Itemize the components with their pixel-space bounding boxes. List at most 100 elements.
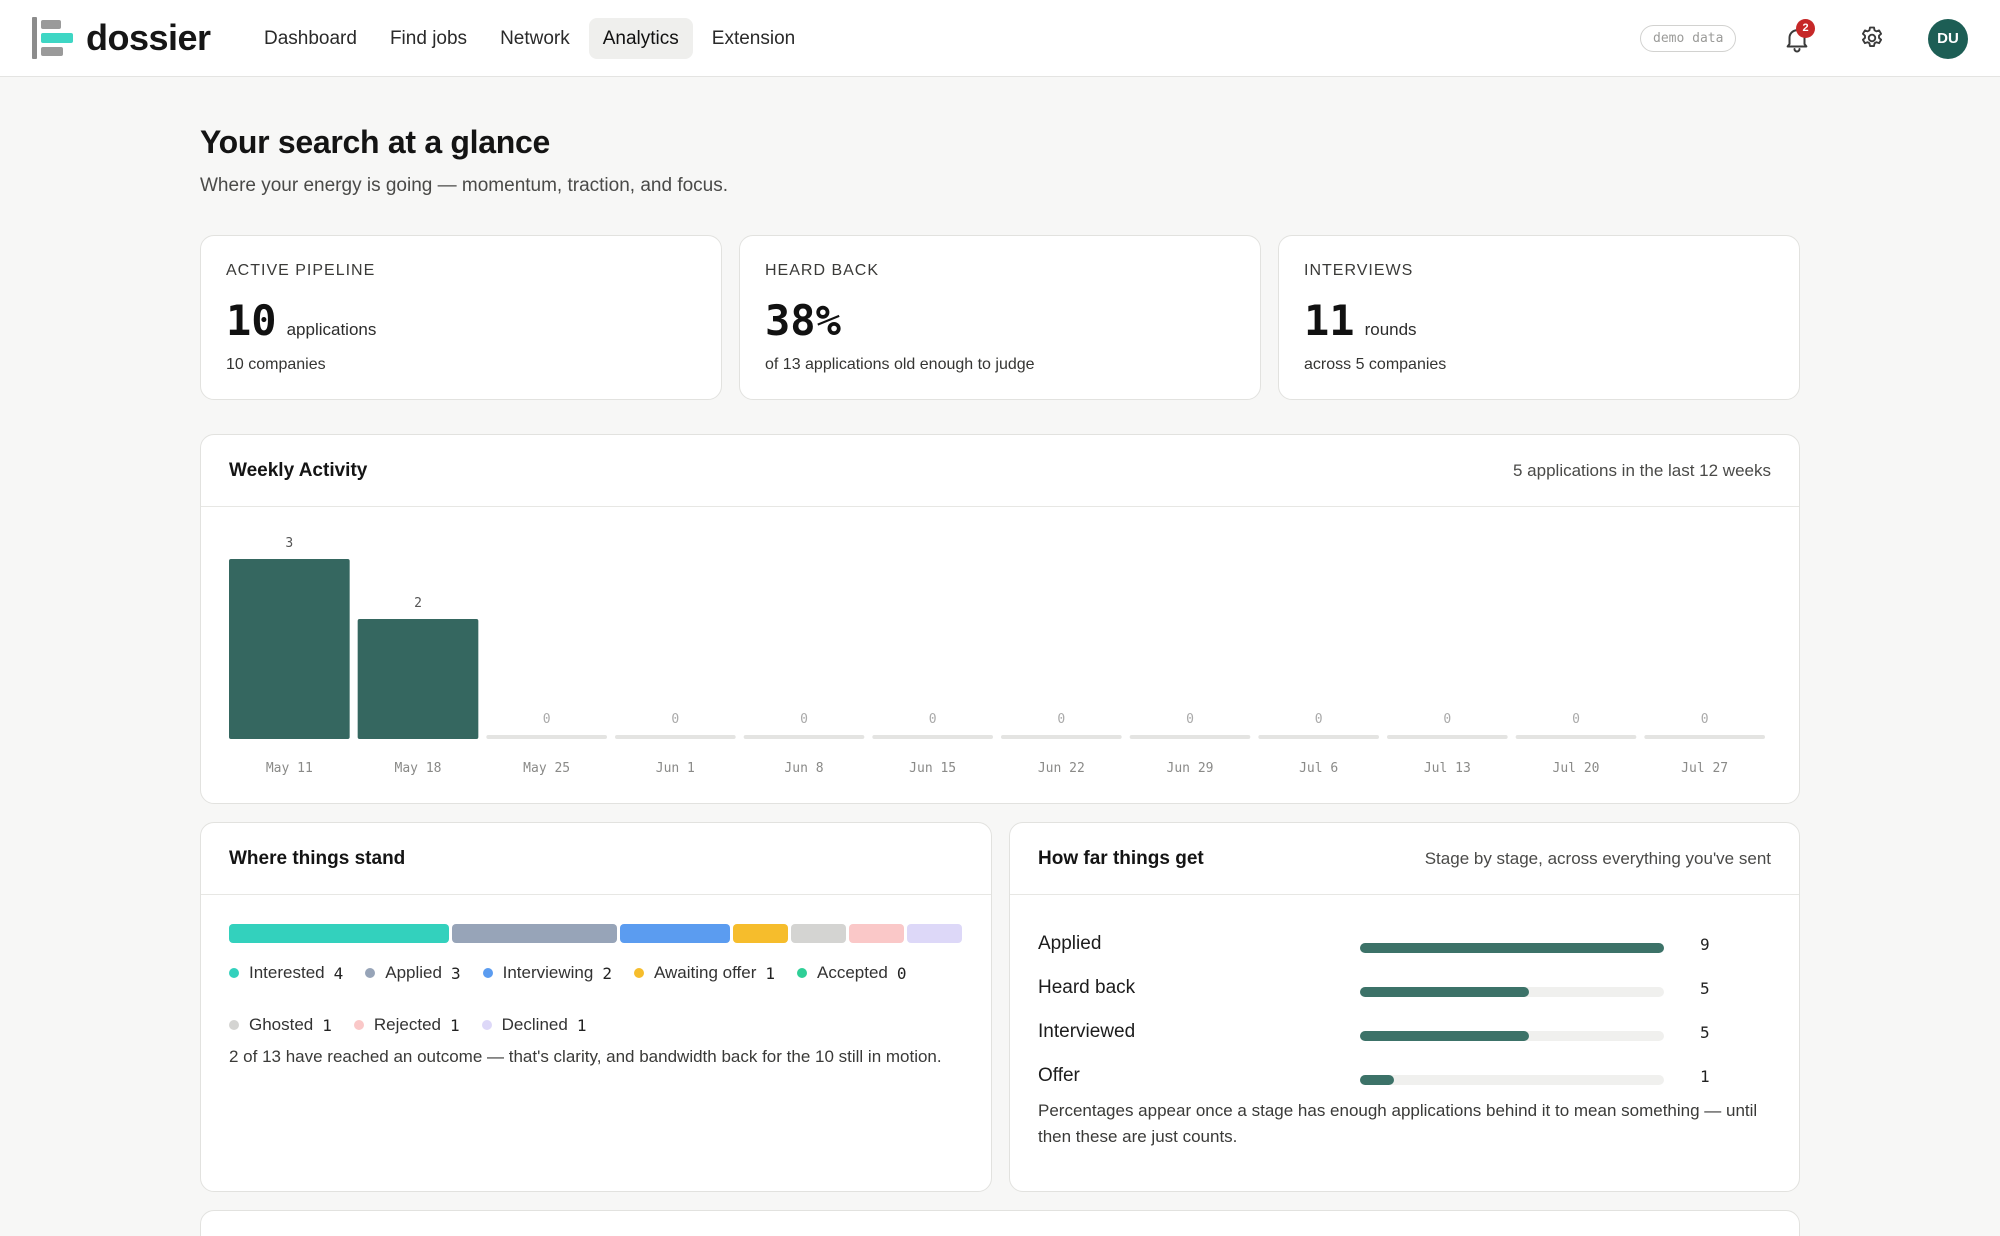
- nav-find-jobs[interactable]: Find jobs: [389, 28, 468, 49]
- stage-bar-fill: [1360, 987, 1529, 997]
- nav-network[interactable]: Network: [500, 28, 570, 49]
- how-far-things-get-card: How far things get Stage by stage, acros…: [1009, 822, 1800, 1192]
- top-bar: dossier Dashboard Find jobs Network Anal…: [0, 0, 2000, 77]
- legend-label: Accepted: [817, 963, 888, 982]
- legend-count: 1: [765, 963, 775, 983]
- activity-bar[interactable]: [1644, 735, 1765, 739]
- stage-funnel-note: Percentages appear once a stage has enou…: [1038, 1101, 1758, 1146]
- stage-count: 9: [1700, 935, 1710, 954]
- stage-label: Interviewed: [1038, 1021, 1136, 1042]
- status-segment-rejected[interactable]: [849, 924, 905, 943]
- legend-item: Interviewing 2: [482, 963, 612, 983]
- legend-dot-icon: [365, 968, 376, 978]
- stage-bar-fill: [1360, 1075, 1394, 1085]
- where-things-stand-title: Where things stand: [229, 848, 406, 869]
- week-tick-label: Jun 29: [1167, 761, 1214, 776]
- stage-bar-track: [1360, 1075, 1664, 1085]
- activity-bar[interactable]: [486, 735, 607, 739]
- stage-row-interviewed: Interviewed 5: [1038, 1021, 1778, 1065]
- status-segment-ghosted[interactable]: [791, 924, 847, 943]
- stage-label: Offer: [1038, 1065, 1080, 1086]
- activity-bar[interactable]: [743, 735, 865, 739]
- status-segment-declined[interactable]: [907, 924, 963, 943]
- logo-mark-icon: [32, 17, 76, 59]
- stat-card-active-pipeline: ACTIVE PIPELINE 10 applications 10 compan…: [200, 235, 722, 400]
- gear-icon[interactable]: [1858, 24, 1886, 52]
- stage-row-offer: Offer 1: [1038, 1065, 1778, 1109]
- legend-count: 0: [896, 963, 907, 983]
- status-segment-awaiting-offer[interactable]: [733, 924, 789, 943]
- week-tick-label: Jul 20: [1553, 761, 1600, 776]
- weekly-activity-chart: 3 May 11 2 May 18 0 May 25 0 Jun 1 0 Jun 8 0 Jun 15…: [229, 536, 1765, 776]
- nav-analytics[interactable]: Analytics: [588, 18, 693, 59]
- activity-bar[interactable]: [872, 735, 993, 739]
- stage-bar-track: [1360, 987, 1664, 997]
- legend-item: Accepted 0: [797, 963, 907, 983]
- bar-value-label: 0: [929, 712, 937, 727]
- activity-bar[interactable]: [1001, 735, 1122, 739]
- stage-bar-track: [1360, 943, 1664, 953]
- stage-count: 5: [1700, 1023, 1710, 1042]
- stage-label: Heard back: [1038, 977, 1136, 998]
- bar-value-label: 0: [800, 712, 808, 727]
- activity-bar[interactable]: [1387, 735, 1508, 739]
- stat-note: of 13 applications old enough to judge: [765, 356, 1035, 373]
- legend-dot-icon: [353, 1020, 364, 1030]
- activity-bar[interactable]: [1515, 735, 1637, 739]
- bar-value-label: 0: [1057, 712, 1065, 727]
- user-avatar[interactable]: DU: [1928, 19, 1968, 59]
- nav-dashboard[interactable]: Dashboard: [264, 28, 357, 49]
- card-header: Where things stand: [201, 823, 991, 895]
- legend-dot-icon: [482, 968, 493, 978]
- legend-count: 1: [576, 1015, 587, 1035]
- legend-item: Applied 3: [365, 963, 461, 983]
- stat-note: across 5 companies: [1304, 356, 1447, 373]
- weekly-activity-title: Weekly Activity: [229, 460, 368, 481]
- activity-bar[interactable]: [357, 619, 479, 739]
- status-summary-note: 2 of 13 have reached an outcome — that's…: [229, 1047, 942, 1066]
- activity-bar[interactable]: [1129, 735, 1251, 739]
- activity-bar[interactable]: [1258, 735, 1379, 739]
- stage-bar-track: [1360, 1031, 1664, 1041]
- legend-label: Interested: [249, 963, 325, 982]
- legend-count: 1: [450, 1015, 460, 1035]
- legend-label: Awaiting offer: [653, 963, 757, 982]
- stat-unit: applications: [286, 320, 377, 339]
- stat-card-interviews: INTERVIEWS 11 rounds across 5 companies: [1278, 235, 1800, 400]
- legend-count: 1: [322, 1015, 332, 1035]
- bar-value-label: 0: [543, 712, 551, 727]
- status-segment-interviewing[interactable]: [620, 924, 731, 943]
- stat-note: 10 companies: [226, 356, 326, 373]
- card-header: Weekly Activity 5 applications in the la…: [201, 435, 1799, 507]
- main-nav: Dashboard Find jobs Network Analytics Ex…: [250, 18, 814, 59]
- status-segment-applied[interactable]: [452, 924, 618, 943]
- bar-value-label: 0: [1443, 712, 1451, 727]
- weekly-activity-card: Weekly Activity 5 applications in the la…: [200, 434, 1800, 804]
- legend-dot-icon: [633, 968, 644, 978]
- stage-row-applied: Applied 9: [1038, 933, 1778, 977]
- how-far-things-get-title: How far things get: [1038, 848, 1204, 869]
- stat-card-heard-back: HEARD BACK 38% of 13 applications old en…: [739, 235, 1261, 400]
- status-segment-interested[interactable]: [229, 924, 450, 943]
- legend-dot-icon: [229, 1020, 239, 1030]
- legend-label: Declined: [501, 1015, 568, 1034]
- activity-bar[interactable]: [229, 559, 350, 739]
- app-name: dossier: [86, 17, 211, 58]
- nav-extension[interactable]: Extension: [711, 28, 796, 49]
- legend-dot-icon: [229, 968, 239, 978]
- demo-data-badge: demo data: [1640, 25, 1737, 52]
- week-tick-label: Jun 8: [784, 761, 823, 776]
- stat-value: 38%: [765, 296, 841, 345]
- legend-dot-icon: [481, 1020, 492, 1030]
- stage-bar-fill: [1360, 943, 1664, 953]
- bar-value-label: 0: [671, 712, 679, 727]
- bar-value-label: 2: [414, 596, 422, 611]
- legend-label: Applied: [385, 963, 442, 982]
- activity-bar[interactable]: [615, 735, 736, 739]
- stage-label: Applied: [1038, 933, 1102, 954]
- app-logo[interactable]: dossier: [32, 17, 211, 59]
- notification-count-badge: 2: [1796, 19, 1815, 38]
- where-things-stand-card: Where things stand Interested 4 Applied 3 In…: [200, 822, 992, 1192]
- stat-label: INTERVIEWS: [1304, 262, 1414, 279]
- legend-label: Interviewing: [502, 963, 594, 982]
